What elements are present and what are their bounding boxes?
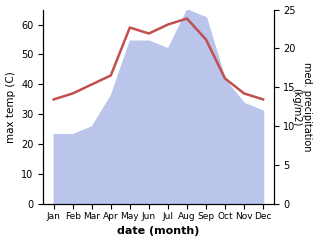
Y-axis label: med. precipitation
(kg/m2): med. precipitation (kg/m2) [291, 62, 313, 152]
Y-axis label: max temp (C): max temp (C) [5, 71, 16, 143]
X-axis label: date (month): date (month) [117, 227, 200, 236]
